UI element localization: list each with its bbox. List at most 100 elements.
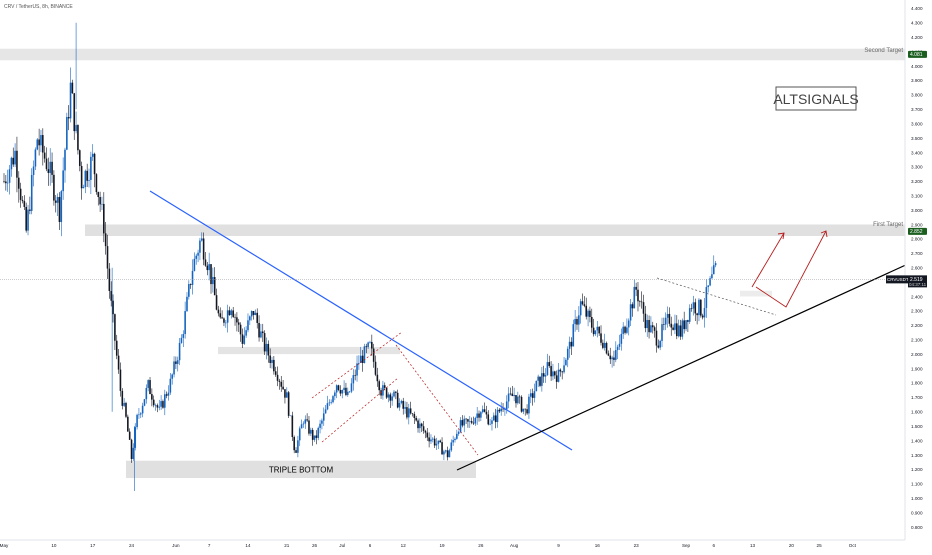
candle (193, 252, 196, 272)
candle (359, 346, 362, 364)
candle (287, 390, 290, 418)
candle (195, 253, 198, 265)
candle (496, 407, 499, 428)
time-tick-label: 10 (51, 543, 57, 548)
candle (69, 67, 72, 123)
candle (127, 414, 129, 432)
time-tick-label: 9 (557, 543, 560, 548)
candle (548, 355, 551, 368)
candle (681, 318, 684, 340)
candle (308, 415, 310, 436)
candle (456, 429, 458, 440)
candle (714, 261, 717, 268)
candle (164, 389, 166, 416)
price-tick-label: 3.300 (911, 165, 923, 170)
candle (622, 322, 624, 339)
projection-arrowhead-direct (777, 232, 785, 240)
candle (535, 380, 538, 392)
candle (546, 353, 549, 376)
candle (138, 408, 140, 419)
time-tick-label: 25 (817, 543, 823, 548)
candle (668, 307, 671, 327)
candle (241, 328, 244, 348)
candle (104, 222, 107, 255)
candle (130, 438, 133, 463)
descending-trendline[interactable] (149, 190, 573, 451)
candle (609, 347, 612, 364)
candle (474, 416, 477, 426)
candle (80, 161, 83, 200)
candle (566, 346, 569, 368)
candle (173, 356, 175, 378)
candle (53, 170, 55, 206)
price-tick-label: 4.200 (911, 35, 923, 40)
candle (108, 263, 111, 299)
price-axis[interactable]: 0.800 0.900 1.000 1.100 1.200 1.300 1.400 1.500… (904, 0, 932, 540)
candle (302, 421, 305, 428)
candle (321, 418, 323, 430)
candle (56, 193, 59, 217)
candle (330, 399, 332, 405)
candle (110, 281, 113, 307)
candle (17, 171, 20, 203)
candle (598, 326, 600, 337)
candle (367, 341, 369, 350)
projection-arrowhead-retest (820, 230, 828, 238)
candle (404, 401, 406, 414)
time-tick-label: Oct (849, 543, 857, 548)
candle (413, 411, 416, 425)
candle (644, 305, 647, 333)
candle (531, 388, 534, 406)
candle (293, 435, 295, 454)
first-target-label: First Target (873, 222, 903, 228)
price-tick-label: 4.400 (911, 6, 923, 11)
candles-layer (3, 22, 717, 491)
time-axis[interactable]: May 10 17 24 Jun 7 14 21 26 Jul 6 12 19 26 Aug 9 16 23 Sep… (0, 539, 905, 548)
candle (182, 330, 185, 348)
candle (151, 388, 153, 407)
candle (603, 333, 606, 351)
candle (648, 315, 650, 339)
candle (291, 411, 294, 442)
price-tick-label: 3.600 (911, 121, 923, 126)
candle (132, 443, 135, 461)
candle (513, 387, 515, 402)
candle (247, 313, 249, 333)
candle (34, 147, 37, 170)
time-tick-label: 24 (129, 543, 135, 548)
candle (679, 319, 682, 340)
candle (49, 148, 52, 186)
time-tick-label: 20 (789, 543, 795, 548)
candle (252, 311, 255, 320)
candle (123, 398, 125, 407)
candle (690, 303, 693, 312)
candle (470, 417, 473, 425)
candle (650, 316, 652, 333)
candle (424, 429, 427, 439)
triple-bottom-zone (126, 460, 476, 479)
candle (306, 413, 308, 423)
candle (653, 325, 656, 338)
time-tick-label: Jul (339, 543, 345, 548)
candle (478, 410, 480, 422)
candle (664, 312, 667, 331)
candle (670, 316, 673, 336)
candle (311, 427, 314, 446)
candle (77, 124, 79, 155)
price-tick-label: 2.800 (911, 237, 923, 242)
candle (552, 363, 554, 381)
candle (271, 356, 273, 369)
candle (452, 435, 454, 446)
time-tick-label: 26 (312, 543, 318, 548)
candle (23, 195, 26, 211)
first-target-price-tag: 2.852 (908, 227, 927, 235)
candle (339, 385, 342, 397)
ascending-support-line[interactable] (456, 252, 932, 471)
candle (382, 380, 384, 400)
candle (430, 434, 432, 445)
candle (297, 435, 299, 458)
time-tick-label: Sep (682, 543, 691, 548)
candle (522, 408, 525, 415)
